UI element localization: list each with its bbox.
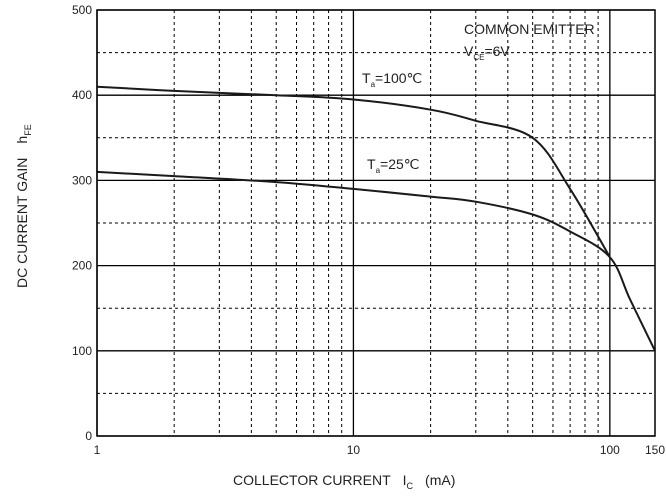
y-tick-label: 500 bbox=[72, 3, 92, 17]
y-tick-label: 100 bbox=[72, 344, 92, 358]
series-label-25c-sub: a bbox=[376, 166, 381, 175]
y-tick-label: 400 bbox=[72, 88, 92, 102]
x-axis-unit: (mA) bbox=[425, 472, 455, 488]
x-axis-symbol: I bbox=[403, 472, 407, 488]
series-label-100c: Ta=100℃ bbox=[362, 70, 422, 89]
condition-subscript: CE bbox=[473, 53, 484, 62]
series-label-25c-symbol: T bbox=[367, 156, 376, 172]
x-tick-label: 10 bbox=[347, 443, 361, 457]
condition-line-2: VCE=6V bbox=[464, 43, 510, 62]
condition-value: =6V bbox=[484, 43, 510, 59]
y-axis-title: DC CURRENT GAIN hFE bbox=[14, 124, 33, 288]
x-tick-label: 100 bbox=[600, 443, 620, 457]
x-axis-title: COLLECTOR CURRENT IC (mA) bbox=[233, 472, 455, 491]
x-tick-label: 150 bbox=[645, 443, 665, 457]
x-axis-title-main: COLLECTOR CURRENT bbox=[233, 472, 391, 488]
series-label-25c: Ta=25℃ bbox=[367, 156, 420, 175]
y-axis-symbol: h bbox=[14, 136, 30, 144]
y-axis-title-main: DC CURRENT GAIN bbox=[14, 158, 30, 288]
series-label-100c-symbol: T bbox=[362, 70, 371, 86]
y-tick-label: 0 bbox=[85, 429, 92, 443]
curves bbox=[96, 85, 656, 352]
y-axis-symbol-sub: FE bbox=[23, 124, 33, 136]
series-line-100c bbox=[96, 85, 611, 258]
series-label-100c-sub: a bbox=[371, 80, 376, 89]
condition-line-1: COMMON EMITTER bbox=[464, 21, 595, 37]
y-tick-label: 200 bbox=[72, 259, 92, 273]
plot-frame bbox=[96, 9, 656, 437]
condition-symbol: V bbox=[464, 43, 474, 59]
tick-labels: 0 100 200 300 400 500 1 10 100 150 bbox=[72, 3, 665, 457]
y-tick-label: 300 bbox=[72, 173, 92, 187]
series-label-25c-value: =25℃ bbox=[380, 156, 419, 172]
x-tick-label: 1 bbox=[94, 443, 101, 457]
series-label-100c-value: =100℃ bbox=[375, 70, 422, 86]
series-line-25c bbox=[96, 170, 656, 352]
x-axis-symbol-sub: C bbox=[407, 481, 414, 491]
